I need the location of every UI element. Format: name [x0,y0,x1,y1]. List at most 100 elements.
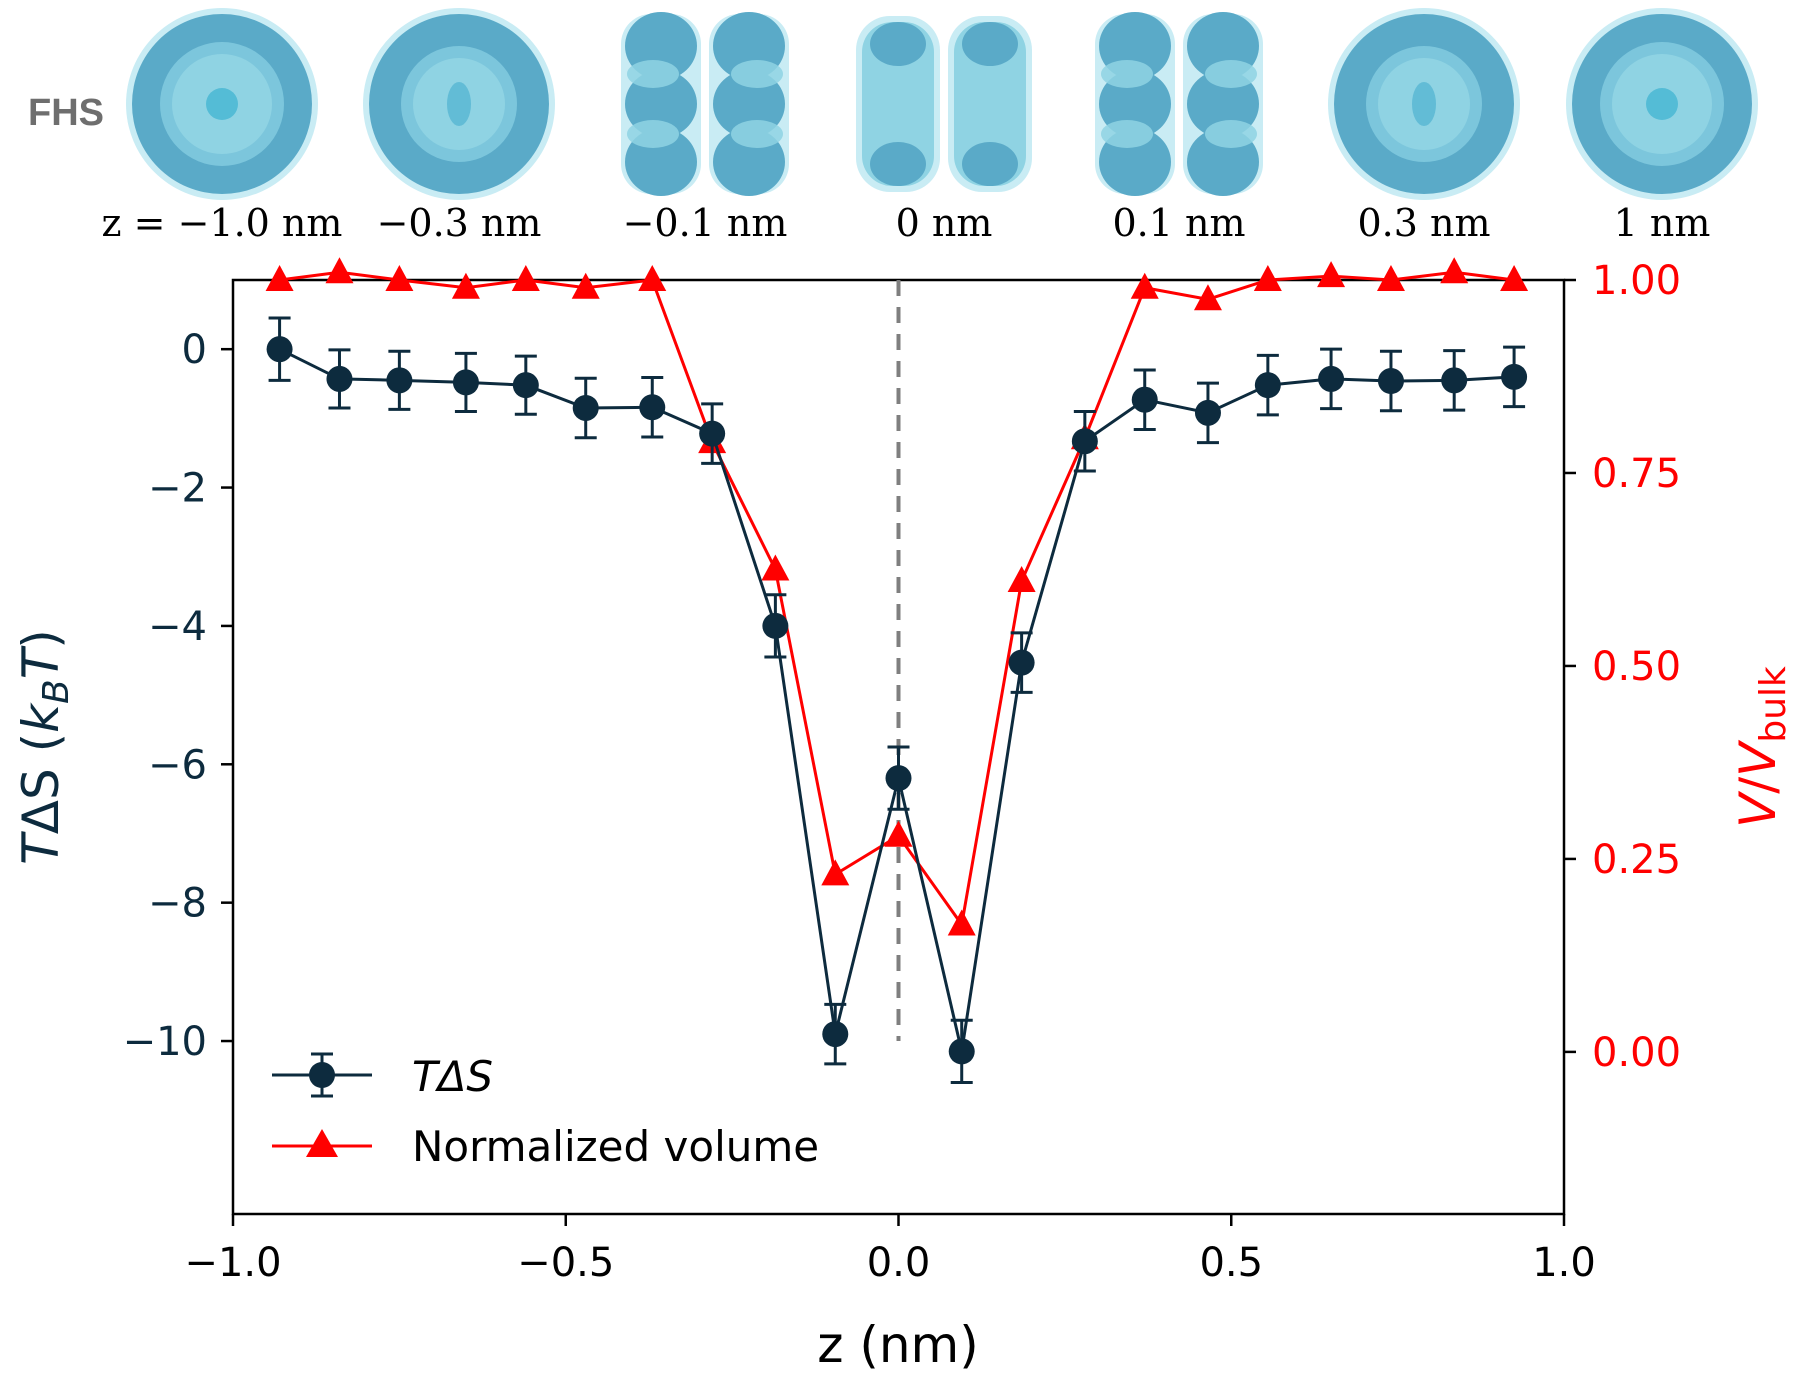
tds-point [452,369,479,396]
y-axis-right: 1.00 0.75 0.50 0.25 0.00 [1564,258,1681,1076]
tds-point [1318,365,1345,392]
x-tick-label: −1.0 [184,1240,281,1286]
tds-point [1501,363,1528,390]
slice-5: 0.3 nm [1328,8,1520,245]
tds-point [822,1021,849,1048]
volume-point [1193,284,1222,311]
shape-cap-top [870,22,926,66]
volume-point [265,265,294,291]
shape-body [862,22,934,186]
tds-point [762,612,789,639]
series-normalized-volume [265,257,1529,936]
shape-lobe [1099,70,1171,138]
slice-label: 1 nm [1614,201,1711,245]
x-axis-title: z (nm) [817,1316,979,1373]
slice-label: 0 nm [896,201,993,245]
slice-6: 1 nm [1566,8,1758,245]
tds-point [948,1038,975,1065]
y-axis-left-title: TΔS (kBT) [12,629,77,865]
tds-point [512,372,539,399]
x-tick-label: 1.0 [1532,1240,1596,1286]
legend: TΔS Normalized volume [272,1052,819,1171]
tds-point [1008,649,1035,676]
volume-point [325,257,354,284]
shape-lobe [1187,70,1259,138]
shape-lobe-highlight [731,60,783,88]
shape-cap-bottom [870,142,926,186]
slice-label: 0.1 nm [1112,201,1245,245]
tds-point [1131,386,1158,413]
volume-point [1007,566,1036,593]
volume-point [1376,265,1405,291]
tds-point [326,365,353,392]
volume-point [638,265,667,291]
tds-point [1441,367,1468,394]
tds-point [1254,372,1281,399]
y-left-tick-label: 0 [182,327,207,373]
tds-point [1194,399,1221,426]
shape-center-dot [1646,88,1678,120]
tds-point [1071,428,1098,455]
x-tick-label: 0.0 [867,1240,931,1286]
slice-4: 0.1 nm [1095,12,1263,245]
x-tick-label: −0.5 [517,1240,614,1286]
slice-1: −0.3 nm [363,8,555,245]
tds-point [885,765,912,792]
volume-point [1500,265,1529,291]
shape-lobe-highlight [731,120,783,148]
volume-point [821,859,850,886]
y-left-tick-label: −4 [148,604,207,650]
tds-point [1377,368,1404,395]
shape-lobe-highlight [1205,120,1257,148]
y-right-tick-label: 0.75 [1592,451,1681,497]
volume-point [1317,261,1346,288]
x-tick-label: 0.5 [1199,1240,1263,1286]
y-axis-right-title: V/Vbulk [1729,666,1794,828]
volume-point [761,554,790,581]
volume-point [511,265,540,291]
shape-cap-top [962,22,1018,66]
volume-point [1130,272,1159,299]
series-tds [266,316,1528,1085]
y-axis-left: 0 −2 −4 −6 −8 −10 [123,327,233,1065]
shape-center-dot [206,88,238,120]
top-slice-panel: FHS z = −1.0 nm −0.3 nm −0.1 nm 0 nm 0.1 nm 0… [28,8,1758,245]
volume-point [884,820,913,847]
legend-tds-marker [309,1062,335,1088]
slice-0: z = −1.0 nm [102,8,343,245]
shape-center-lens [447,82,471,126]
y-right-tick-label: 0.50 [1592,644,1681,690]
slice-label: −0.1 nm [623,201,788,245]
volume-point [1253,265,1282,291]
y-right-tick-label: 0.00 [1592,1030,1681,1076]
x-axis: −1.0 −0.5 0.0 0.5 1.0 [184,1214,1596,1286]
legend-volume-marker [306,1129,338,1157]
volume-point [1440,257,1469,284]
shape-body [954,22,1026,186]
y-left-tick-label: −10 [123,1019,207,1065]
volume-point [571,272,600,299]
tds-point [572,394,599,421]
shape-center-lens [1412,82,1436,126]
shape-lobe [713,70,785,138]
slice-label: −0.3 nm [377,201,542,245]
legend-tds-label: TΔS [412,1052,493,1101]
shape-lobe [625,70,697,138]
plot-area: −1.0 −0.5 0.0 0.5 1.0 0 −2 −4 −6 −8 −10 1.00 0.75 0… [12,257,1794,1373]
shape-lobe-highlight [1101,60,1153,88]
slice-label: z = −1.0 nm [102,201,343,245]
slice-label: 0.3 nm [1357,201,1490,245]
shape-cap-bottom [962,142,1018,186]
shape-lobe-highlight [627,120,679,148]
volume-point [451,272,480,299]
tds-point [386,367,413,394]
slice-3: 0 nm [856,16,1032,245]
y-right-tick-label: 1.00 [1592,258,1681,304]
shape-lobe-highlight [1101,120,1153,148]
y-right-tick-label: 0.25 [1592,837,1681,883]
row-label-fhs: FHS [28,92,104,134]
slice-2: −0.1 nm [621,12,789,245]
y-left-tick-label: −8 [148,881,207,927]
y-left-tick-label: −2 [148,466,207,512]
